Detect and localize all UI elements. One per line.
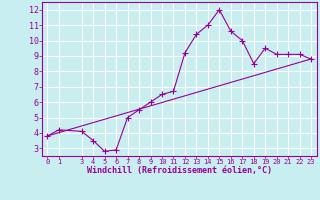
X-axis label: Windchill (Refroidissement éolien,°C): Windchill (Refroidissement éolien,°C) [87,166,272,175]
